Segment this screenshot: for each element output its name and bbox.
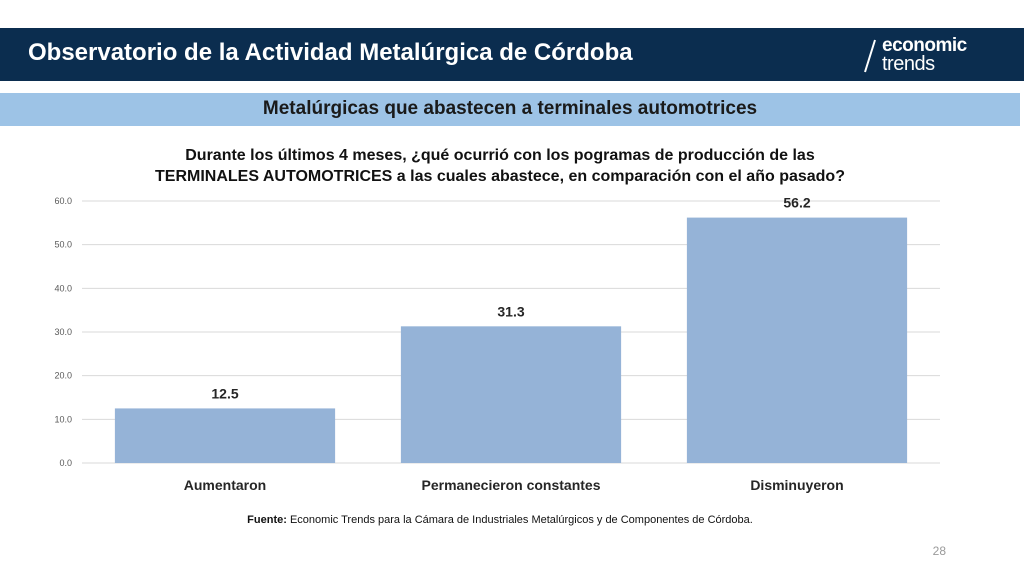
page-number: 28 [932, 544, 946, 558]
x-tick-label: Permanecieron constantes [422, 477, 601, 493]
bar [114, 408, 336, 463]
chart-title: Durante los últimos 4 meses, ¿qué ocurri… [60, 145, 940, 187]
chart-title-line-1: Durante los últimos 4 meses, ¿qué ocurri… [185, 147, 815, 164]
logo-text-economic: economic [882, 35, 967, 56]
data-label: 31.3 [497, 303, 524, 319]
source-label: Fuente: [247, 514, 287, 526]
source-note: Fuente: Economic Trends para la Cámara d… [0, 514, 1000, 526]
y-tick-label: 50.0 [54, 240, 72, 250]
economic-trends-logo: economic trends [862, 36, 1002, 76]
section-banner: Metalúrgicas que abastecen a terminales … [0, 93, 1020, 126]
bar [686, 217, 908, 463]
chart-title-line-2: TERMINALES AUTOMOTRICES a las cuales aba… [155, 168, 845, 185]
section-title: Metalúrgicas que abastecen a terminales … [262, 98, 758, 119]
page-title: Observatorio de la Actividad Metalúrgica… [28, 39, 633, 66]
y-tick-label: 20.0 [54, 371, 72, 381]
header-bar: Observatorio de la Actividad Metalúrgica… [0, 28, 1024, 81]
y-tick-label: 40.0 [54, 283, 72, 293]
y-tick-label: 0.0 [59, 458, 72, 468]
y-tick-label: 30.0 [54, 327, 72, 337]
logo-text-trends: trends [882, 53, 935, 75]
x-tick-label: Disminuyeron [750, 477, 843, 493]
data-label: 12.5 [211, 385, 238, 401]
y-tick-label: 10.0 [54, 414, 72, 424]
source-text: Economic Trends para la Cámara de Indust… [286, 514, 753, 526]
logo-slash-icon [864, 39, 876, 73]
data-label: 56.2 [783, 195, 810, 211]
y-tick-label: 60.0 [54, 196, 72, 206]
bar [400, 326, 622, 463]
x-tick-label: Aumentaron [184, 477, 266, 493]
